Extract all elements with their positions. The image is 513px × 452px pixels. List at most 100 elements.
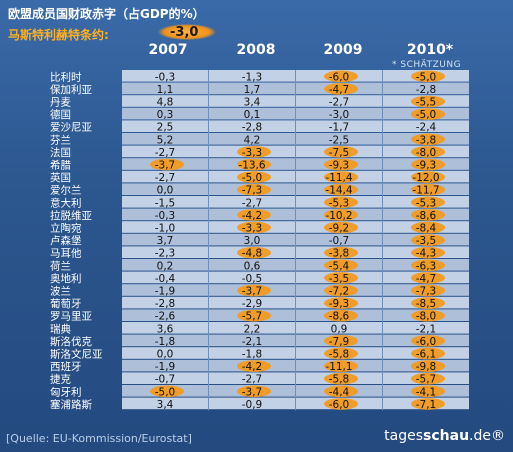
deficit-highlight bbox=[324, 297, 358, 309]
deficit-highlight bbox=[324, 347, 358, 360]
deficit-highlight bbox=[324, 398, 358, 410]
deficit-highlight bbox=[150, 385, 184, 398]
value-cell: -2,5 bbox=[329, 134, 350, 146]
country-label: 罗马里亚 bbox=[50, 311, 92, 323]
maastricht-label: 马斯特利赫特条约: bbox=[8, 28, 109, 42]
value-cell: 0,9 bbox=[331, 323, 348, 335]
deficit-highlight bbox=[237, 146, 271, 158]
value-cell: -2,1 bbox=[242, 336, 263, 348]
value-cell: -7,5 bbox=[329, 147, 350, 159]
country-label: 葡萄牙 bbox=[50, 297, 82, 310]
value-cell: -8,6 bbox=[329, 311, 350, 323]
value-cell: 4,8 bbox=[157, 97, 174, 109]
value-cell: -9,2 bbox=[329, 223, 350, 235]
estimate-note: * SCHÄTZUNG bbox=[392, 60, 462, 70]
country-label: 西班牙 bbox=[50, 361, 82, 373]
country-label: 斯洛伐克 bbox=[50, 335, 92, 348]
country-label: 保加利亚 bbox=[50, 83, 92, 96]
value-cell: -0,5 bbox=[242, 273, 263, 285]
value-cell: -3,8 bbox=[416, 134, 437, 146]
value-cell: -1,7 bbox=[329, 122, 350, 134]
value-cell: -7,1 bbox=[416, 399, 437, 411]
value-cell: -5,7 bbox=[242, 311, 263, 323]
value-cell: -8,4 bbox=[416, 223, 437, 235]
value-cell: -8,6 bbox=[416, 210, 437, 222]
deficit-highlight bbox=[411, 272, 445, 284]
country-label: 意大利 bbox=[50, 196, 82, 209]
deficit-highlight bbox=[324, 335, 358, 347]
value-cell: -5,0 bbox=[416, 109, 437, 121]
value-cell: 1,1 bbox=[157, 84, 174, 96]
deficit-highlight bbox=[411, 385, 445, 398]
value-cell: -0,4 bbox=[155, 273, 176, 285]
value-cell: -9,3 bbox=[416, 160, 437, 172]
value-cell: -12,0 bbox=[412, 172, 439, 184]
value-cell: -1,3 bbox=[242, 71, 263, 83]
deficit-highlight bbox=[237, 209, 271, 221]
value-cell: -7,2 bbox=[329, 286, 350, 298]
value-cell: -11,7 bbox=[412, 185, 439, 197]
country-label: 立陶宛 bbox=[50, 222, 82, 235]
deficit-highlight bbox=[237, 284, 271, 297]
chart-title: 欧盟成员国财政赤字（占GDP的%） bbox=[8, 7, 205, 21]
value-cell: -14,4 bbox=[325, 185, 352, 197]
value-cell: 3,6 bbox=[157, 323, 174, 335]
value-cell: -2,3 bbox=[155, 248, 176, 260]
value-cell: -3,5 bbox=[416, 235, 437, 247]
deficit-highlight bbox=[411, 372, 445, 385]
deficit-highlight bbox=[411, 221, 445, 234]
deficit-highlight bbox=[324, 158, 358, 171]
deficit-highlight bbox=[150, 158, 184, 171]
deficit-highlight bbox=[324, 284, 358, 297]
deficit-highlight bbox=[411, 259, 445, 272]
country-label: 爱尔兰 bbox=[50, 184, 82, 197]
value-cell: -5,7 bbox=[416, 374, 437, 386]
value-cell: -0,3 bbox=[155, 71, 176, 83]
value-cell: -1,0 bbox=[155, 223, 176, 235]
country-label: 希腊 bbox=[50, 159, 71, 172]
deficit-highlight bbox=[324, 309, 358, 322]
deficit-highlight bbox=[411, 360, 445, 372]
value-cell: -5,3 bbox=[329, 197, 350, 209]
deficit-highlight bbox=[324, 259, 358, 272]
value-cell: -2,7 bbox=[329, 97, 350, 109]
value-cell: 0,2 bbox=[157, 260, 174, 272]
value-cell: -3,7 bbox=[155, 160, 176, 172]
country-label: 英国 bbox=[50, 171, 71, 184]
value-cell: -9,8 bbox=[416, 361, 437, 373]
country-label: 比利时 bbox=[50, 70, 82, 83]
value-cell: -6,0 bbox=[329, 71, 350, 83]
value-cell: -9,3 bbox=[329, 298, 350, 310]
deficit-highlight bbox=[411, 146, 445, 158]
value-cell: -2,4 bbox=[416, 122, 437, 134]
deficit-highlight bbox=[237, 360, 271, 372]
country-label: 瑞典 bbox=[50, 322, 71, 335]
deficit-highlight bbox=[411, 70, 445, 83]
value-cell: -0,7 bbox=[329, 235, 350, 247]
value-cell: -3,7 bbox=[242, 286, 263, 298]
value-cell: -5,0 bbox=[416, 71, 437, 83]
value-cell: -4,1 bbox=[416, 386, 437, 398]
value-cell: -2,8 bbox=[155, 298, 176, 310]
deficit-highlight bbox=[324, 246, 358, 259]
value-cell: -0,7 bbox=[155, 374, 176, 386]
value-cell: -4,2 bbox=[242, 210, 263, 222]
brand-prefix: tages bbox=[384, 428, 424, 444]
value-cell: -3,3 bbox=[242, 147, 263, 159]
deficit-highlight bbox=[237, 158, 271, 171]
value-cell: 3,0 bbox=[244, 235, 261, 247]
value-cell: -6,0 bbox=[329, 399, 350, 411]
value-cell: -13,6 bbox=[238, 160, 265, 172]
year-header-2010: 2010* bbox=[406, 42, 454, 58]
year-header-2007: 2007 bbox=[148, 42, 188, 58]
deficit-highlight bbox=[237, 309, 271, 322]
country-label: 匈牙利 bbox=[50, 385, 82, 398]
deficit-highlight bbox=[324, 171, 358, 183]
value-cell: -0,3 bbox=[155, 210, 176, 222]
deficit-highlight bbox=[411, 108, 445, 120]
value-cell: -3,5 bbox=[329, 273, 350, 285]
value-cell: -6,1 bbox=[416, 349, 437, 361]
country-label: 拉脱维亚 bbox=[50, 209, 92, 222]
deficit-highlight bbox=[237, 246, 271, 259]
